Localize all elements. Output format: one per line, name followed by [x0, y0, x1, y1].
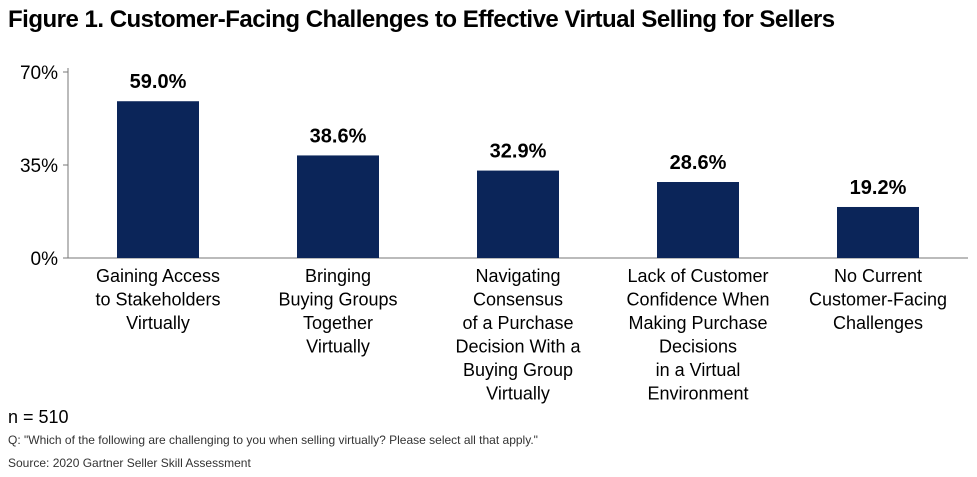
- bar-chart: 0% 35% 70% 59.0% Gaining Access to Stakeholde…: [20, 63, 968, 404]
- y-tick-label: 0%: [31, 249, 59, 270]
- category-label: Bringing Buying Groups Together Virtually: [278, 266, 397, 357]
- y-tick-label: 70%: [20, 63, 58, 84]
- category-label: No Current Customer-Facing Challenges: [809, 266, 947, 333]
- bar: [477, 170, 559, 258]
- bar-value-label: 59.0%: [130, 71, 187, 93]
- bar: [117, 101, 199, 258]
- chart-title: Figure 1. Customer-Facing Challenges to …: [8, 6, 835, 33]
- category-label: Navigating Consensus of a Purchase Decision…: [455, 266, 581, 404]
- bar-value-label: 19.2%: [850, 177, 907, 199]
- bar: [837, 206, 919, 258]
- survey-question-note: Q: "Which of the following are challengi…: [8, 433, 538, 447]
- bar: [297, 155, 379, 258]
- bar-value-label: 28.6%: [670, 152, 727, 174]
- category-label: Gaining Access to Stakeholders Virtually: [95, 266, 220, 333]
- sample-size-note: n = 510: [8, 407, 69, 427]
- category-label: Lack of Customer Confidence When Making Pu…: [626, 266, 769, 404]
- source-note: Source: 2020 Gartner Seller Skill Assess…: [8, 456, 251, 470]
- bar-value-label: 32.9%: [490, 141, 547, 163]
- bar: [657, 182, 739, 258]
- bar-value-label: 38.6%: [310, 125, 367, 147]
- y-tick-label: 35%: [20, 156, 58, 177]
